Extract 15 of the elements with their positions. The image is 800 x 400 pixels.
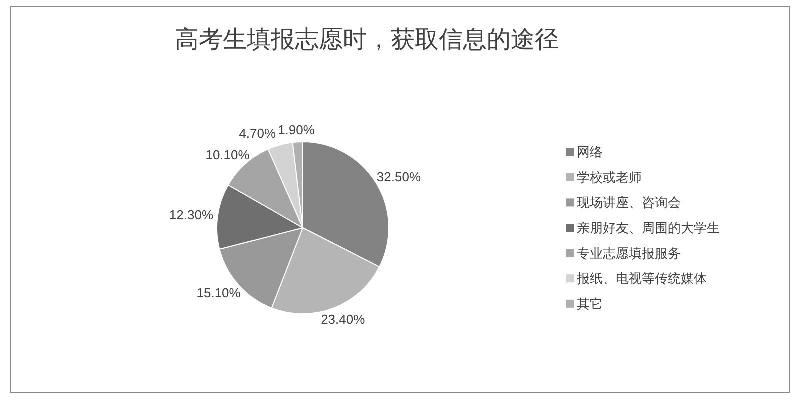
legend-label: 报纸、电视等传统媒体 (576, 271, 707, 286)
legend-label: 现场讲座、咨询会 (577, 195, 681, 210)
legend-label: 其它 (577, 296, 603, 312)
data-label: 1.90% (278, 122, 316, 138)
data-label: 15.10% (196, 286, 242, 301)
data-label: 4.70% (239, 126, 276, 141)
data-label: 32.50% (376, 169, 422, 184)
data-label: 10.10% (206, 148, 250, 163)
chart-title: 高考生填报志愿时，获取信息的途径 (175, 26, 559, 54)
legend-label: 专业志愿填报服务 (577, 246, 681, 261)
legend-label: 学校或老师 (577, 170, 642, 185)
legend-label: 亲朋好友、周围的大学生 (577, 220, 720, 236)
data-label: 12.30% (169, 207, 214, 222)
legend-label: 网络 (577, 144, 603, 160)
data-label: 23.40% (321, 312, 366, 328)
